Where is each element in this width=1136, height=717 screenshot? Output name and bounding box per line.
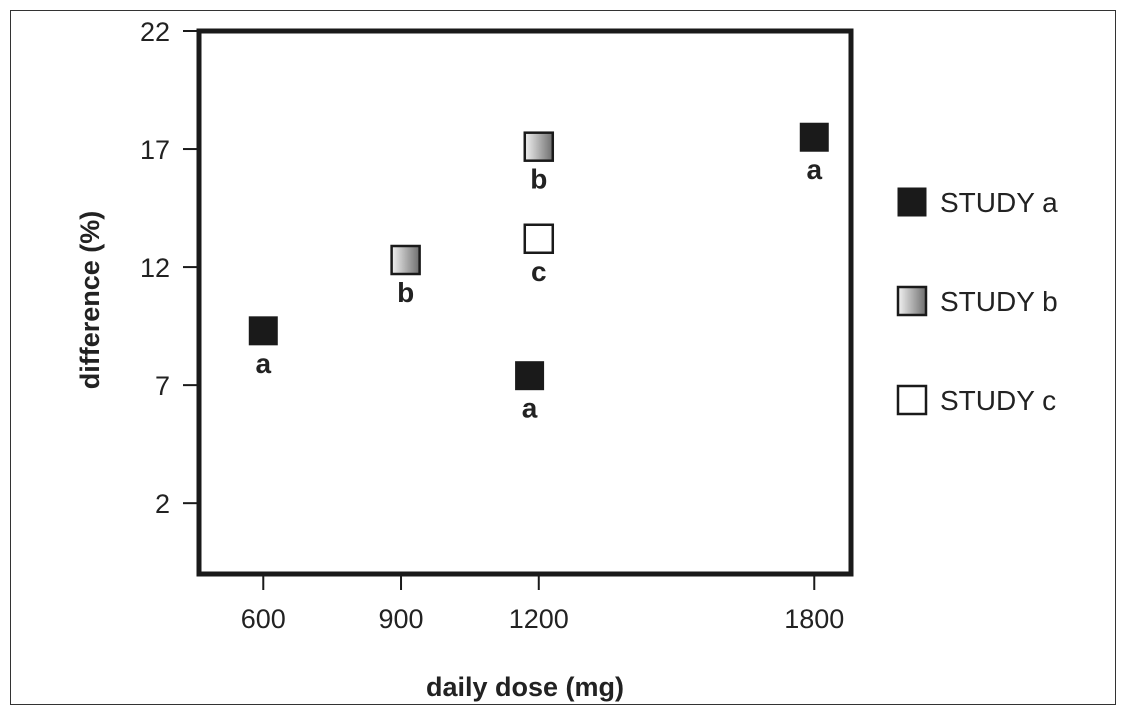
x-tick-label: 900 [378,604,423,634]
x-tick-label: 1800 [784,604,844,634]
x-axis-ticks: 600 900 1200 1800 [241,576,844,634]
data-point-label: b [530,164,547,195]
data-point-label: a [522,393,538,424]
legend-label: STUDY a [940,187,1058,218]
figure-frame [10,10,1116,705]
data-point-label: c [531,256,547,287]
data-point-marker [523,223,555,255]
data-point-marker [523,131,555,162]
legend-marker [897,187,927,217]
data-point-marker [515,361,545,391]
y-axis-ticks: 2 7 12 17 22 [140,17,197,519]
y-tick-label: 2 [155,489,170,519]
legend-label: STUDY b [940,286,1058,317]
data-point-label: a [806,154,822,185]
y-axis-title: difference (%) [75,211,105,390]
data-point-marker [248,316,278,346]
x-tick-label: 600 [241,604,286,634]
legend: STUDY a STUDY b STUDY c [896,187,1058,416]
legend-marker [896,384,928,416]
data-point-marker [390,244,421,276]
data-points: a a a b b c [248,122,829,424]
y-tick-label: 17 [140,135,170,165]
legend-label: STUDY c [940,385,1056,416]
plot-area [196,28,854,577]
y-tick-label: 12 [140,253,170,283]
y-tick-label: 7 [155,371,170,401]
data-point-marker [799,122,829,152]
data-point-label: a [255,348,271,379]
x-axis-title: daily dose (mg) [426,672,624,702]
y-tick-label: 22 [140,17,170,47]
x-tick-label: 1200 [509,604,569,634]
legend-marker [896,285,928,317]
data-point-label: b [397,277,414,308]
